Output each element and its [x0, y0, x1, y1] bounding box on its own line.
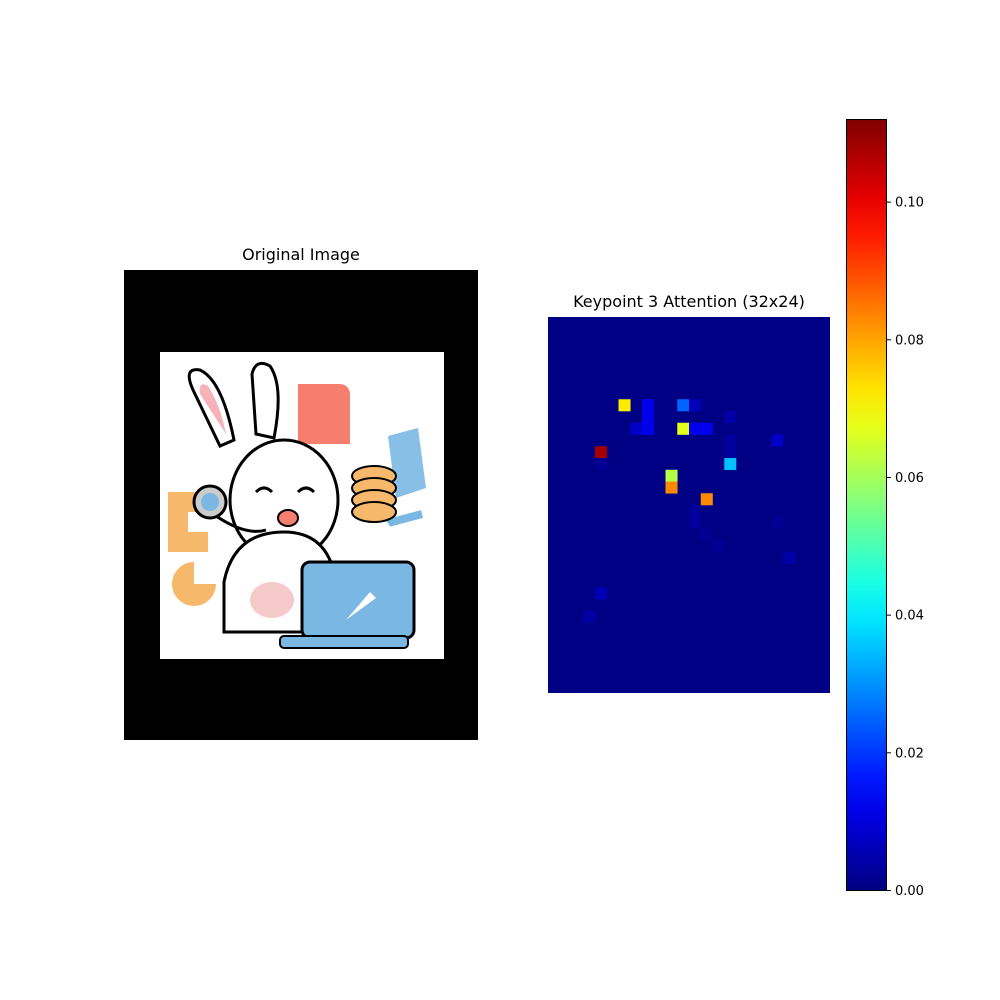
- heatmap-cell: [771, 434, 784, 447]
- colorbar: 0.00 0.02 0.04 0.06 0.08 0.10: [846, 119, 924, 899]
- heatmap-cell: [724, 434, 737, 447]
- rabbit-illustration-image: [160, 352, 444, 659]
- heatmap-cell: [583, 610, 596, 623]
- colorbar-tick-label: 0.10: [895, 196, 924, 211]
- heatmap-cell: [642, 411, 655, 424]
- heatmap-cell: [630, 422, 643, 435]
- heatmap-cell: [677, 399, 690, 412]
- heatmap-cell: [665, 469, 678, 482]
- colorbar-tick-label: 0.08: [895, 333, 924, 348]
- heatmap-cell: [595, 446, 608, 459]
- heatmap-cell: [689, 422, 702, 435]
- heatmap-cell: [689, 505, 702, 518]
- heatmap-cell: [677, 422, 690, 435]
- heatmap-cell: [618, 399, 631, 412]
- rabbit-illustration-icon: [160, 352, 444, 659]
- colorbar-tick-label: 0.06: [895, 471, 924, 486]
- heatmap-cell: [595, 458, 608, 471]
- heatmap-cell: [724, 411, 737, 424]
- heatmap-cell: [689, 399, 702, 412]
- heatmap-cell: [700, 422, 713, 435]
- heatmap-cell: [595, 587, 608, 600]
- colorbar-tick-label: 0.04: [895, 609, 924, 624]
- colorbar-tick-label: 0.02: [895, 746, 924, 761]
- heatmap-cell: [712, 540, 725, 553]
- heatmap-title: Keypoint 3 Attention (32x24): [573, 292, 805, 311]
- heatmap-cell: [783, 552, 796, 565]
- heatmap-cell: [700, 493, 713, 506]
- heatmap-cell: [642, 422, 655, 435]
- heatmap-cell: [665, 481, 678, 494]
- heatmap-cell: [771, 516, 784, 529]
- heatmap-cell: [700, 528, 713, 541]
- colorbar-tick-label: 0.00: [895, 884, 924, 899]
- heatmap-cell: [724, 446, 737, 459]
- heatmap-cell: [724, 458, 737, 471]
- heatmap-cell: [642, 399, 655, 412]
- colorbar-gradient: [846, 119, 887, 891]
- attention-heatmap: [548, 317, 830, 693]
- heatmap-cell: [689, 516, 702, 529]
- original-image-title: Original Image: [242, 245, 360, 264]
